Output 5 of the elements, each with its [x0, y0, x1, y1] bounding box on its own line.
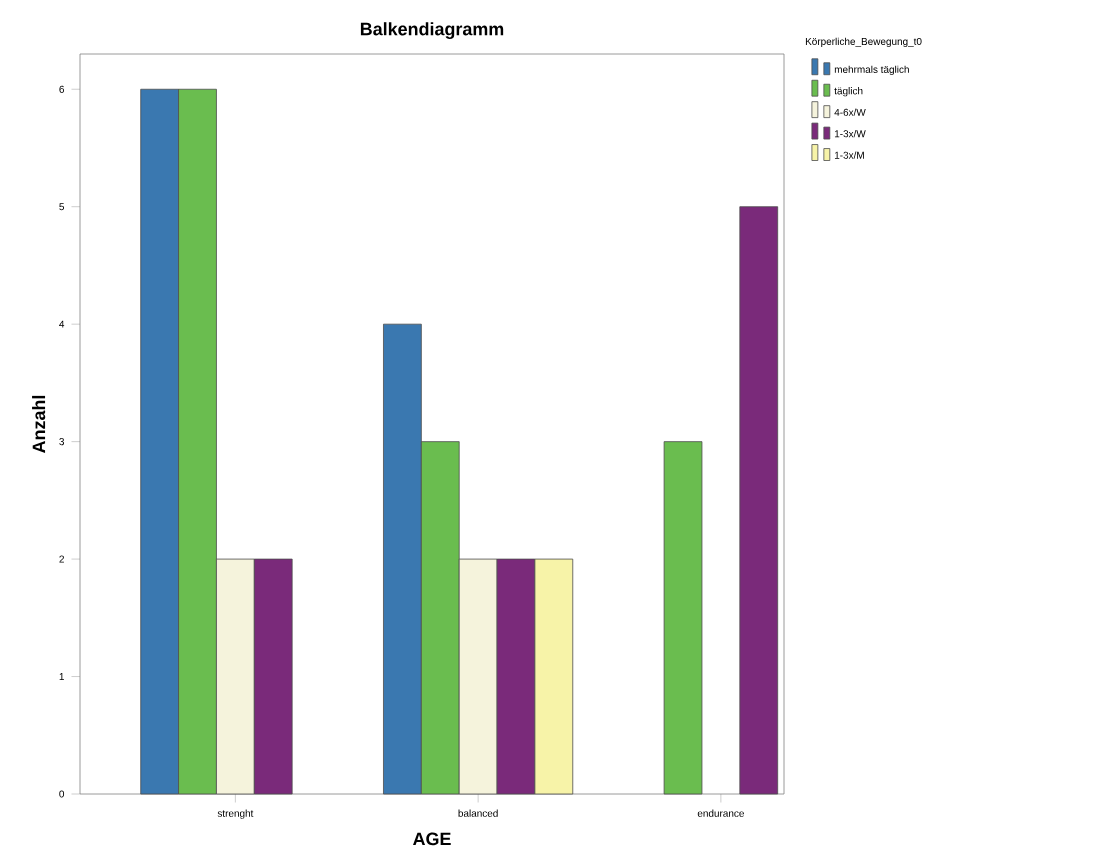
- y-axis-title: Anzahl: [32, 395, 46, 453]
- bar: [663, 441, 703, 795]
- x-axis-title: AGE: [413, 832, 451, 846]
- bar: [739, 206, 779, 795]
- chart-title: Balkendiagramm: [360, 22, 504, 40]
